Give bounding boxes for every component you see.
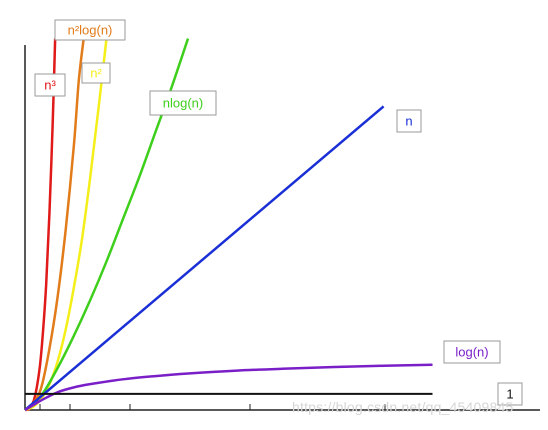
watermark: https://blog.csdn.net/qq_45409845 xyxy=(292,399,514,415)
series-label-text: n³ xyxy=(44,78,56,93)
label-box-border xyxy=(149,90,217,116)
series-label-text: log(n) xyxy=(455,345,488,360)
series-label-n: n xyxy=(396,109,422,133)
series-line-log-n xyxy=(24,363,433,412)
series-label-log-n: log(n) xyxy=(443,340,501,364)
series-label-1: 1 xyxy=(497,382,523,406)
series-label-n2log-n: n²log(n) xyxy=(54,19,126,41)
series-line-n xyxy=(24,105,385,411)
series-label-text: 1 xyxy=(506,387,513,402)
series-label-text: n xyxy=(405,114,412,129)
series-label-n3: n³ xyxy=(34,73,66,97)
label-box-border xyxy=(497,382,523,406)
series-layer xyxy=(24,38,433,412)
label-box-border xyxy=(443,340,501,364)
series-label-text: nlog(n) xyxy=(163,96,203,111)
axes xyxy=(24,45,540,411)
label-box-border xyxy=(396,109,422,133)
label-box-border xyxy=(81,62,111,84)
series-label-n2: n² xyxy=(81,62,111,84)
series-label-nlog-n: nlog(n) xyxy=(149,90,217,116)
series-line-nlog-n xyxy=(24,38,190,411)
series-label-text: n² xyxy=(90,66,102,81)
label-box-border xyxy=(34,73,66,97)
label-box-border xyxy=(54,19,126,41)
series-label-text: n²log(n) xyxy=(68,23,113,38)
